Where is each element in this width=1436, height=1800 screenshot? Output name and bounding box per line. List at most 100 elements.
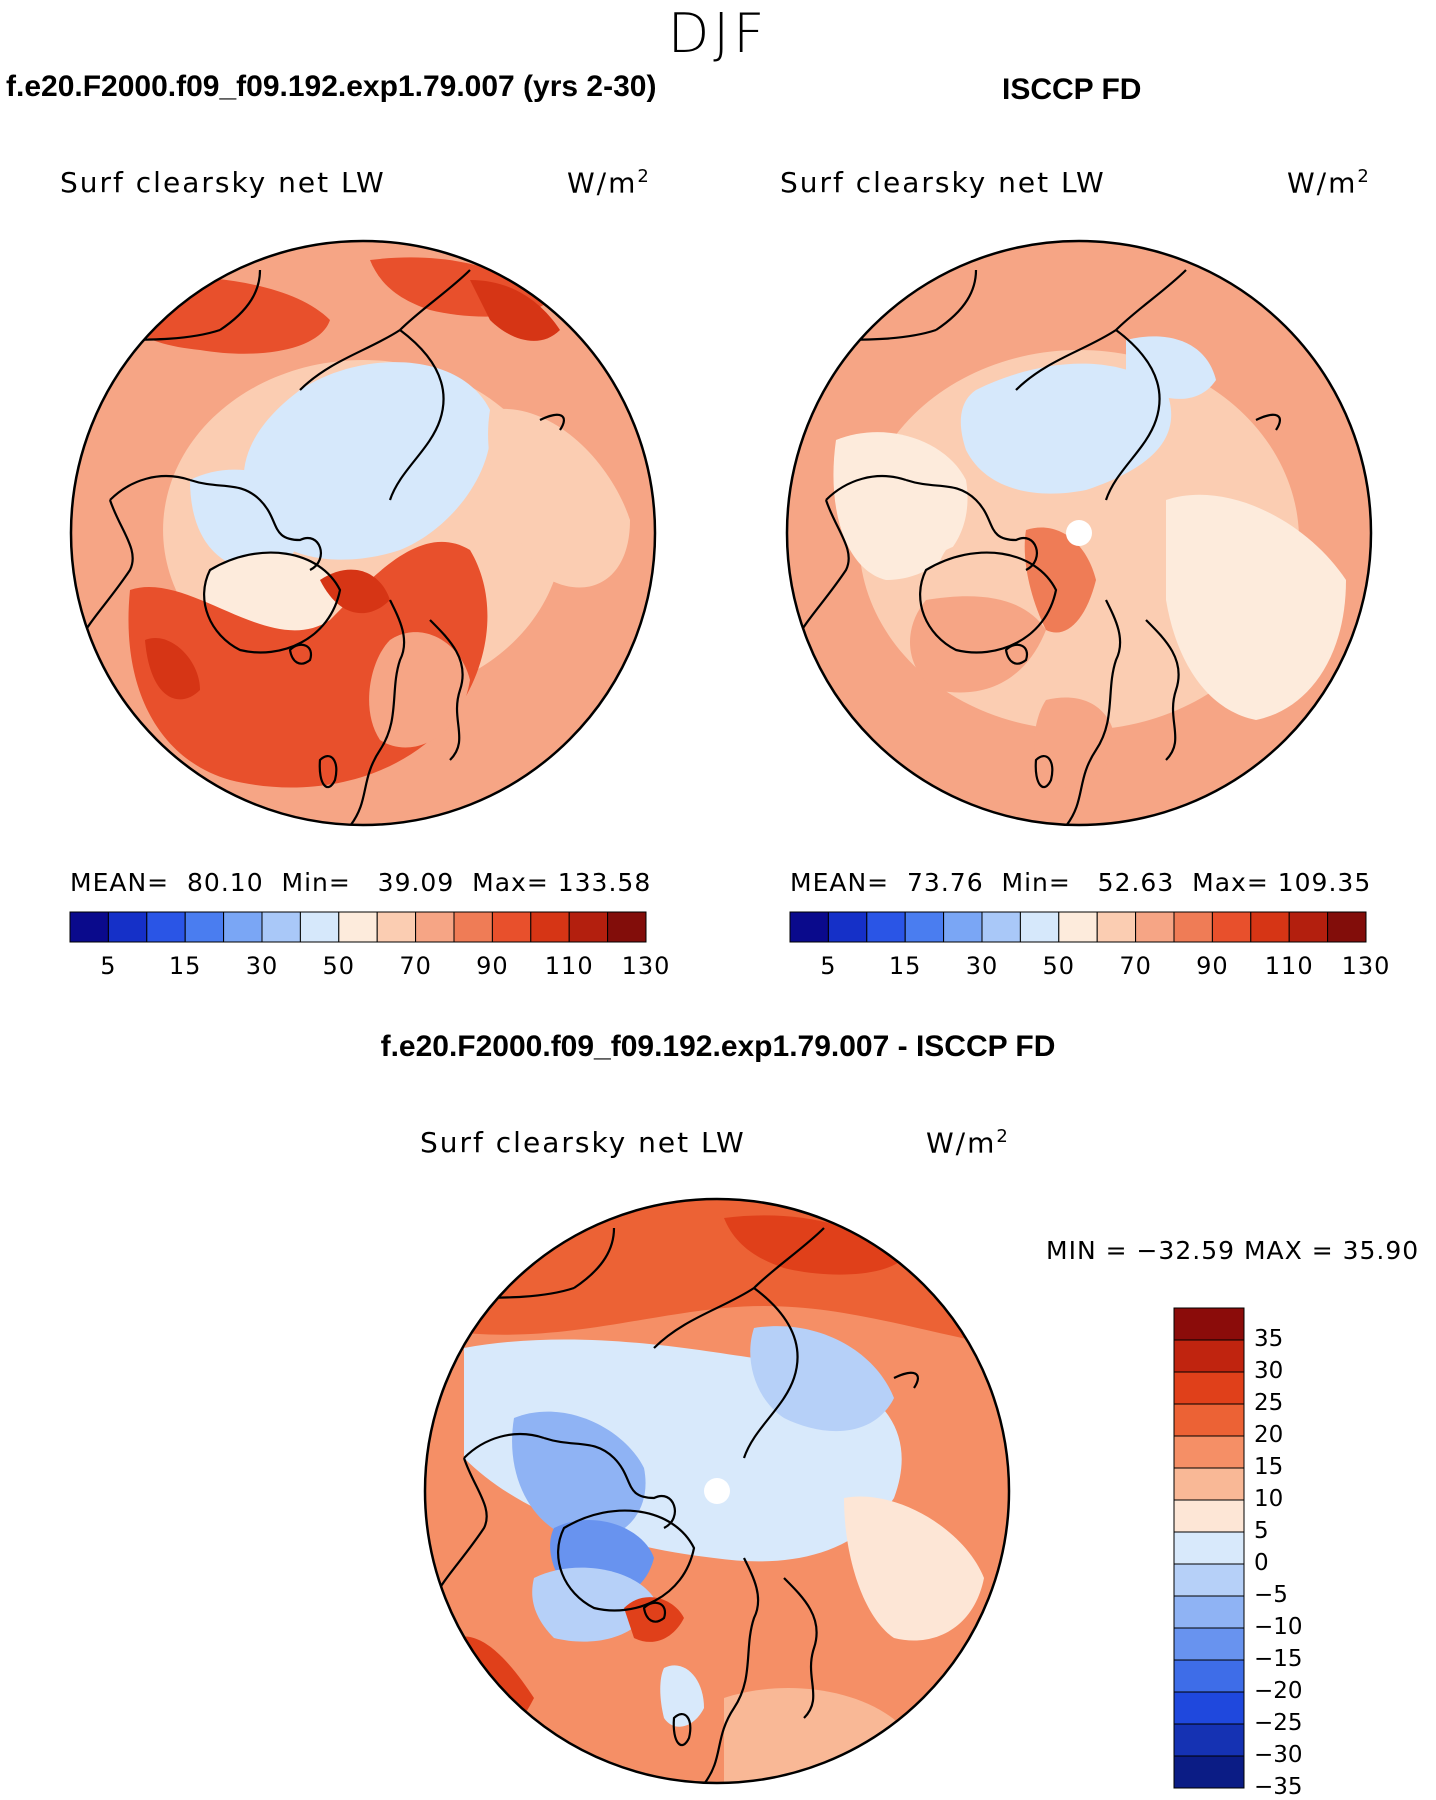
obs-asia-field	[1166, 494, 1346, 720]
model-colorbar-cell	[607, 911, 647, 943]
obs-colorbar-tick-label: 15	[888, 952, 922, 980]
obs-colorbar-cell	[1096, 911, 1137, 943]
obs-colorbar-cell	[1211, 911, 1252, 943]
diff-colorbar-cell	[1173, 1531, 1245, 1565]
obs-polar-map	[785, 239, 1373, 827]
model-arctic-ice	[243, 362, 492, 560]
obs-colorbar-cell	[827, 911, 868, 943]
model-colorbar-cell	[415, 911, 455, 943]
obs-canada-field	[833, 432, 968, 580]
diff-colorbar-label: −5	[1254, 1582, 1288, 1608]
obs-min-label: Min=	[1001, 868, 1071, 897]
diff-bering-hot	[724, 1215, 904, 1275]
season-title: DJF	[667, 2, 769, 65]
model-colorbar-cell	[376, 911, 417, 943]
diff-colorbar-cell	[1173, 1723, 1245, 1757]
model-colorbar-cell	[261, 911, 301, 943]
diff-units-base: W/m	[926, 1126, 997, 1160]
model-colorbar-tick-label: 30	[245, 952, 279, 980]
obs-arctic-ice	[960, 363, 1172, 494]
diff-colorbar-cell	[1173, 1755, 1245, 1789]
model-colorbar-tick-label: 130	[621, 952, 671, 980]
diff-units-exp: 2	[996, 1126, 1010, 1147]
obs-stats: MEAN= 73.76 Min= 52.63 Max= 109.35	[790, 868, 1371, 897]
model-colorbar-cell	[184, 911, 225, 943]
obs-mean-label: MEAN=	[790, 868, 890, 897]
diff-colorbar-label: 0	[1254, 1550, 1269, 1576]
model-max-label: Max=	[472, 868, 549, 897]
obs-europe-warm	[1034, 697, 1116, 788]
obs-panel-title: ISCCP FD	[1002, 73, 1142, 106]
model-central-asia-field	[488, 408, 630, 588]
diff-colorbar-label: 30	[1254, 1358, 1284, 1384]
obs-colorbar-tick-label: 130	[1341, 952, 1391, 980]
model-colorbar-cell	[107, 911, 148, 943]
diff-coastlines	[433, 1227, 919, 1783]
obs-colorbar-cell	[943, 911, 983, 943]
diff-greenland-cold	[532, 1567, 654, 1642]
obs-atlantic-warm	[909, 596, 1046, 693]
model-min-label: Min=	[281, 868, 351, 897]
obs-colorbar-tick-label: 30	[965, 952, 999, 980]
model-colorbar-tick-label: 5	[100, 952, 117, 980]
model-colorbar	[69, 911, 647, 943]
model-polar-map	[69, 239, 657, 827]
obs-colorbar-cell	[1058, 911, 1098, 943]
diff-colorbar-label: −35	[1254, 1774, 1303, 1800]
obs-colorbar-cell	[789, 911, 829, 943]
model-colorbar-tick-label: 110	[544, 952, 594, 980]
model-europe-field	[369, 632, 470, 748]
model-east-siberia-warm	[470, 280, 560, 341]
diff-colorbar-label: 25	[1254, 1390, 1284, 1416]
diff-colorbar-label: 5	[1254, 1518, 1269, 1544]
obs-colorbar-tick-label: 90	[1196, 952, 1229, 980]
diff-colorbar-cell	[1173, 1307, 1245, 1341]
diff-barents-hot	[624, 1597, 684, 1642]
model-colorbar-tick-label: 70	[399, 952, 432, 980]
model-units-exp: 2	[637, 166, 651, 187]
obs-max-label: Max=	[1192, 868, 1269, 897]
obs-colorbar-cell	[904, 911, 945, 943]
model-colorbar-tick-label: 50	[322, 952, 356, 980]
obs-colorbar-cell	[1327, 911, 1367, 943]
diff-pole-marker-icon	[704, 1478, 730, 1504]
diff-colorbar-label: 35	[1254, 1326, 1284, 1352]
obs-min-value: 52.63	[1097, 868, 1175, 897]
obs-colorbar-cell	[1250, 911, 1290, 943]
diff-colorbar-label: −30	[1254, 1742, 1303, 1768]
diff-colorbar-label: 10	[1254, 1486, 1284, 1512]
obs-units-exp: 2	[1357, 166, 1371, 187]
diff-colorbar-label: −15	[1254, 1646, 1303, 1672]
obs-colorbar-tick-label: 50	[1042, 952, 1076, 980]
model-colorbar-cell	[299, 911, 340, 943]
model-colorbar-cell	[491, 911, 532, 943]
obs-colorbar-cell	[981, 911, 1021, 943]
diff-colorbar-label: 20	[1254, 1422, 1284, 1448]
obs-units-label: W/m2	[1287, 166, 1371, 199]
obs-colorbar-tick-label: 70	[1119, 952, 1152, 980]
diff-colorbar-cell	[1173, 1339, 1245, 1373]
diff-colorbar-cell	[1173, 1563, 1245, 1597]
model-min-value: 39.09	[377, 868, 455, 897]
diff-colorbar-cell	[1173, 1627, 1245, 1661]
model-colorbar-tick-label: 90	[476, 952, 509, 980]
diff-russia-cool	[750, 1326, 894, 1432]
model-max-value: 133.58	[557, 868, 652, 897]
obs-colorbar	[789, 911, 1367, 943]
diff-min-max: MIN = −32.59 MAX = 35.90	[1046, 1236, 1420, 1265]
model-colorbar-cell	[146, 911, 186, 943]
diff-colorbar-label: −10	[1254, 1614, 1303, 1640]
obs-colorbar-cell	[1019, 911, 1060, 943]
obs-chukchi-ice	[1126, 336, 1216, 399]
model-colorbar-cell	[453, 911, 493, 943]
model-mean-value: 80.10	[187, 868, 264, 897]
model-colorbar-cell	[223, 911, 263, 943]
model-colorbar-cell	[568, 911, 609, 943]
model-colorbar-ticks: 5 15 30 50 70 90 110 130	[70, 952, 669, 982]
obs-outer-ring	[787, 241, 1371, 825]
obs-mean-value: 73.76	[907, 868, 984, 897]
obs-coastlines	[795, 269, 1281, 825]
obs-colorbar-tick-label: 110	[1264, 952, 1314, 980]
model-units-base: W/m	[567, 166, 638, 200]
obs-colorbar-cell	[866, 911, 906, 943]
